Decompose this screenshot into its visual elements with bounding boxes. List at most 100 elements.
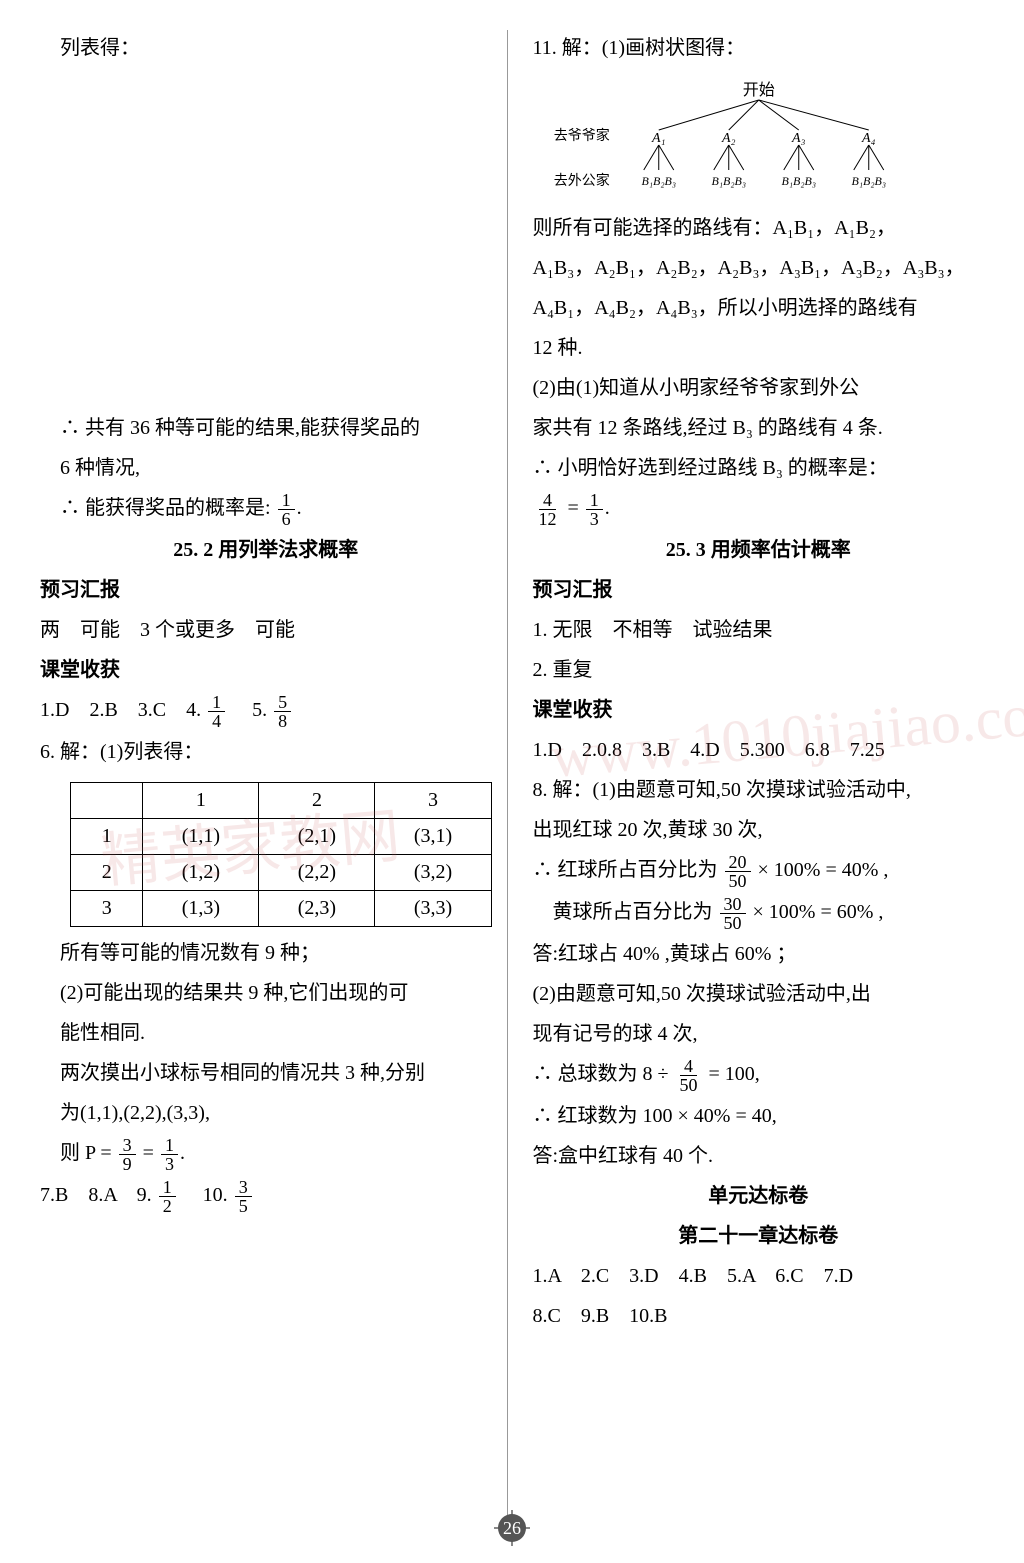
table-row: 3 (1,3) (2,3) (3,3) xyxy=(71,890,492,926)
text-line: 家共有 12 条路线,经过 B₃ 的路线有 4 条. xyxy=(533,410,985,446)
svg-text:A₄: A₄ xyxy=(861,131,876,146)
fraction: 4 50 xyxy=(675,1057,701,1094)
denominator: 4 xyxy=(208,712,225,730)
table-cell: (2,3) xyxy=(259,890,375,926)
answer-line: 1.A 2.C 3.D 4.B 5.A 6.C 7.D xyxy=(533,1258,985,1294)
section-title: 单元达标卷 xyxy=(533,1178,985,1214)
text-line: ∴ 共有 36 种等可能的结果,能获得奖品的 xyxy=(40,410,492,446)
table-header-row: 1 2 3 xyxy=(71,782,492,818)
denominator: 8 xyxy=(274,712,291,730)
table-header: 3 xyxy=(375,782,491,818)
fraction: 1 3 xyxy=(161,1136,178,1173)
section-title: 25. 2 用列举法求概率 xyxy=(40,532,492,568)
numerator: 5 xyxy=(274,693,291,712)
numerator: 3 xyxy=(235,1178,252,1197)
answer-line: 1.D 2.B 3.C 4. 1 4 5. 5 8 xyxy=(40,692,492,730)
denominator: 50 xyxy=(725,872,751,890)
table-cell: (3,3) xyxy=(375,890,491,926)
outcome-table: 1 2 3 1 (1,1) (2,1) (3,1) 2 (1,2) (2,2) … xyxy=(70,782,492,927)
right-column: 11. 解：(1)画树状图得： 开始 去爷爷家 A₁ A₂ A₃ A₄ xyxy=(528,30,985,1533)
fraction: 1 4 xyxy=(208,693,225,730)
denominator: 6 xyxy=(278,510,295,528)
text-line: 能性相同. xyxy=(40,1015,492,1051)
numerator: 3 xyxy=(119,1136,136,1155)
page-number: 26 xyxy=(498,1514,526,1542)
table-cell: (3,2) xyxy=(375,854,491,890)
text-line: A₄B₁，A₄B₂，A₄B₃，所以小明选择的路线有 xyxy=(533,290,985,326)
text-line: (2)由题意可知,50 次摸球试验活动中,出 xyxy=(533,976,985,1012)
fraction: 3 5 xyxy=(235,1178,252,1215)
table-row: 2 (1,2) (2,2) (3,2) xyxy=(71,854,492,890)
tree-svg: 开始 去爷爷家 A₁ A₂ A₃ A₄ 去外公家 B₁B₂B₃ B₁B₂B₃ xyxy=(533,80,985,200)
numerator: 1 xyxy=(278,491,295,510)
fraction: 1 2 xyxy=(159,1178,176,1215)
table-row: 1 (1,1) (2,1) (3,1) xyxy=(71,818,492,854)
text-line: ∴ 红球所占百分比为 20 50 × 100% = 40% , xyxy=(533,852,985,890)
svg-text:B₁B₂B₃: B₁B₂B₃ xyxy=(641,174,676,188)
svg-text:B₁B₂B₃: B₁B₂B₃ xyxy=(781,174,816,188)
text-line: 1. 无限 不相等 试验结果 xyxy=(533,612,985,648)
denominator: 3 xyxy=(586,510,603,528)
text: 5. xyxy=(232,699,267,721)
answer-line: 8.C 9.B 10.B xyxy=(533,1298,985,1334)
text-line: (2)可能出现的结果共 9 种,它们出现的可 xyxy=(40,975,492,1011)
text-line: 答:盒中红球有 40 个. xyxy=(533,1138,985,1174)
page-number-badge: 26 xyxy=(492,1508,532,1548)
text-line: 8. 解：(1)由题意可知,50 次摸球试验活动中, xyxy=(533,772,985,808)
fraction: 3 9 xyxy=(119,1136,136,1173)
answer-line: 1.D 2.0.8 3.B 4.D 5.300 6.8 7.25 xyxy=(533,732,985,768)
text-line: 4 12 = 1 3 . xyxy=(533,490,985,528)
text: ∴ 能获得奖品的概率是: xyxy=(60,497,271,519)
denominator: 50 xyxy=(675,1076,701,1094)
numerator: 1 xyxy=(208,693,225,712)
fraction: 4 12 xyxy=(535,491,561,528)
fraction: 30 50 xyxy=(720,895,746,932)
denominator: 2 xyxy=(159,1197,176,1215)
table-cell: (1,2) xyxy=(143,854,259,890)
text-line: 黄球所占百分比为 30 50 × 100% = 60% , xyxy=(533,894,985,932)
text-line: 2. 重复 xyxy=(533,652,985,688)
numerator: 1 xyxy=(159,1178,176,1197)
text-line: 6 种情况, xyxy=(40,450,492,486)
text: ∴ 总球数为 8 ÷ xyxy=(533,1063,669,1085)
subsection-label: 预习汇报 xyxy=(40,572,492,608)
text-line: ∴ 小明恰好选到经过路线 B₃ 的概率是： xyxy=(533,450,985,486)
text: 10. xyxy=(183,1184,228,1206)
numerator: 4 xyxy=(539,491,556,510)
text-line: 所有等可能的情况数有 9 种； xyxy=(40,935,492,971)
table-cell: 3 xyxy=(71,890,143,926)
text: ∴ 红球所占百分比为 xyxy=(533,859,718,881)
numerator: 30 xyxy=(720,895,746,914)
table-header: 2 xyxy=(259,782,375,818)
denominator: 50 xyxy=(720,914,746,932)
table-header: 1 xyxy=(143,782,259,818)
text-line: 6. 解：(1)列表得： xyxy=(40,734,492,770)
numerator: 1 xyxy=(586,491,603,510)
fraction: 1 6 xyxy=(278,491,295,528)
text-line: A₁B₃，A₂B₁，A₂B₂，A₂B₃，A₃B₁，A₃B₂，A₃B₃， xyxy=(533,250,985,286)
svg-text:A₃: A₃ xyxy=(791,131,806,146)
text: 7.B 8.A 9. xyxy=(40,1184,152,1206)
svg-text:A₂: A₂ xyxy=(721,131,736,146)
text-line: 则所有可能选择的路线有：A₁B₁，A₁B₂， xyxy=(533,210,985,246)
svg-text:B₁B₂B₃: B₁B₂B₃ xyxy=(711,174,746,188)
denominator: 9 xyxy=(119,1155,136,1173)
tree-root-label: 开始 xyxy=(742,81,774,99)
svg-text:A₁: A₁ xyxy=(651,131,665,146)
subsection-label: 预习汇报 xyxy=(533,572,985,608)
section-title: 25. 3 用频率估计概率 xyxy=(533,532,985,568)
fraction: 1 3 xyxy=(586,491,603,528)
table-cell: (1,3) xyxy=(143,890,259,926)
text: 则 P = xyxy=(60,1142,112,1164)
table-cell: 1 xyxy=(71,818,143,854)
text: × 100% = 60% , xyxy=(753,901,884,923)
numerator: 20 xyxy=(725,853,751,872)
svg-text:去外公家: 去外公家 xyxy=(553,172,609,189)
text: 黄球所占百分比为 xyxy=(553,901,713,923)
text-line: 为(1,1),(2,2),(3,3), xyxy=(40,1095,492,1131)
text-line: 现有记号的球 4 次, xyxy=(533,1016,985,1052)
fraction: 5 8 xyxy=(274,693,291,730)
blank-space xyxy=(40,70,492,410)
subsection-label: 课堂收获 xyxy=(40,652,492,688)
numerator: 1 xyxy=(161,1136,178,1155)
